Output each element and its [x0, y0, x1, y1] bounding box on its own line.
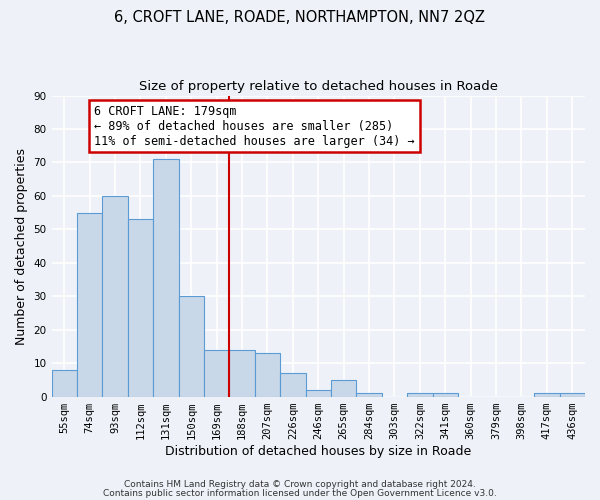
- Bar: [534, 393, 560, 396]
- Bar: [229, 350, 255, 397]
- Bar: [153, 159, 179, 396]
- Bar: [204, 350, 229, 397]
- Text: Contains public sector information licensed under the Open Government Licence v3: Contains public sector information licen…: [103, 490, 497, 498]
- Bar: [77, 212, 103, 396]
- Bar: [433, 393, 458, 396]
- Text: 6, CROFT LANE, ROADE, NORTHAMPTON, NN7 2QZ: 6, CROFT LANE, ROADE, NORTHAMPTON, NN7 2…: [115, 10, 485, 25]
- Bar: [356, 393, 382, 396]
- Bar: [560, 393, 585, 396]
- Bar: [305, 390, 331, 396]
- Bar: [179, 296, 204, 396]
- Bar: [128, 220, 153, 396]
- Bar: [103, 196, 128, 396]
- Bar: [280, 373, 305, 396]
- Bar: [255, 353, 280, 397]
- Bar: [407, 393, 433, 396]
- Bar: [331, 380, 356, 396]
- Bar: [52, 370, 77, 396]
- Text: Contains HM Land Registry data © Crown copyright and database right 2024.: Contains HM Land Registry data © Crown c…: [124, 480, 476, 489]
- Text: 6 CROFT LANE: 179sqm
← 89% of detached houses are smaller (285)
11% of semi-deta: 6 CROFT LANE: 179sqm ← 89% of detached h…: [94, 104, 415, 148]
- Y-axis label: Number of detached properties: Number of detached properties: [15, 148, 28, 344]
- X-axis label: Distribution of detached houses by size in Roade: Distribution of detached houses by size …: [165, 444, 472, 458]
- Title: Size of property relative to detached houses in Roade: Size of property relative to detached ho…: [139, 80, 498, 93]
